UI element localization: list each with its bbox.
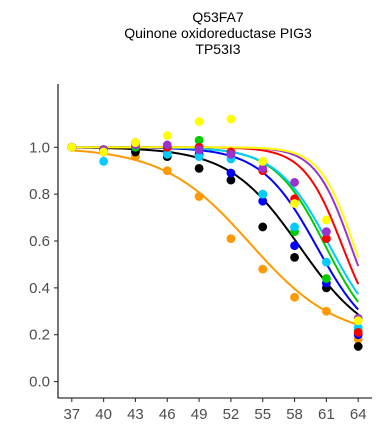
data-point-0-8 (321, 306, 331, 316)
chart-title: Q53FA7 Quinone oxidoreductase PIG3 TP53I… (124, 9, 312, 57)
y-axis-ticks: 0.0 0.2 0.4 0.6 0.8 1.0 (29, 139, 58, 391)
data-point-2-6 (258, 196, 268, 206)
x-tick-label: 61 (318, 406, 335, 423)
fitted-curves (71, 146, 360, 326)
x-tick-label: 58 (286, 406, 303, 423)
data-point-6-6 (258, 163, 268, 173)
data-point-1-4 (194, 163, 204, 173)
data-point-4-6 (258, 189, 268, 199)
data-point-0-4 (194, 192, 204, 201)
data-point-7-7 (290, 199, 299, 208)
data-point-7-6 (258, 156, 268, 166)
data-point-4-4 (194, 152, 204, 162)
x-tick-label: 55 (254, 406, 271, 423)
data-point-0-5 (226, 234, 236, 244)
data-point-5-8 (321, 234, 331, 244)
data-point-1-6 (258, 222, 268, 232)
data-point-7-0 (67, 142, 77, 152)
data-point-2-7 (290, 241, 299, 251)
data-point-6-5 (226, 149, 236, 159)
data-points (67, 114, 363, 351)
x-tick-label: 46 (159, 406, 176, 423)
x-tick-label: 64 (350, 406, 367, 423)
data-point-1-5 (226, 175, 236, 185)
data-point-7-9 (353, 316, 363, 326)
x-axis-ticks: 37 40 43 46 49 52 55 58 61 64 (63, 398, 367, 423)
data-point-5-9 (353, 327, 363, 337)
data-point-0-6 (258, 264, 268, 274)
y-tick-label: 0.8 (29, 186, 50, 203)
x-tick-label: 37 (63, 406, 80, 423)
y-tick-label: 0.0 (29, 374, 50, 391)
fitted-curve-5 (71, 146, 360, 285)
x-tick-label: 43 (127, 406, 144, 423)
data-point-4-1 (99, 156, 109, 166)
title-line-2: Quinone oxidoreductase PIG3 (124, 25, 312, 41)
title-line-3: TP53I3 (195, 41, 240, 57)
data-point-7-5 (226, 114, 236, 124)
data-point-0-7 (290, 292, 299, 302)
x-tick-label: 40 (95, 406, 112, 423)
fitted-curve-1 (71, 146, 359, 316)
data-point-7-8 (321, 215, 331, 225)
title-line-1: Q53FA7 (192, 9, 244, 25)
data-point-6-7 (290, 178, 299, 187)
y-tick-label: 0.4 (29, 280, 50, 297)
data-point-3-8 (321, 274, 331, 283)
data-point-1-7 (290, 253, 299, 262)
data-point-7-1 (99, 147, 109, 157)
fitted-curve-7 (71, 146, 360, 259)
y-tick-label: 0.6 (29, 233, 50, 250)
data-point-4-3 (162, 149, 172, 159)
y-tick-label: 1.0 (29, 139, 50, 156)
data-point-7-4 (194, 117, 204, 126)
data-point-6-3 (162, 140, 172, 150)
data-point-3-4 (194, 135, 204, 145)
data-point-1-9 (353, 342, 363, 351)
x-tick-label: 49 (191, 406, 208, 423)
data-point-6-4 (194, 145, 204, 155)
data-point-7-3 (162, 131, 172, 140)
data-point-4-8 (321, 257, 331, 267)
data-point-6-8 (321, 227, 331, 237)
fitted-curve-0 (71, 149, 359, 326)
data-point-4-7 (290, 222, 299, 232)
x-tick-label: 52 (223, 406, 240, 423)
data-point-7-2 (131, 138, 140, 147)
y-tick-label: 0.2 (29, 327, 50, 344)
data-point-2-5 (226, 168, 236, 178)
data-point-0-3 (162, 166, 172, 176)
